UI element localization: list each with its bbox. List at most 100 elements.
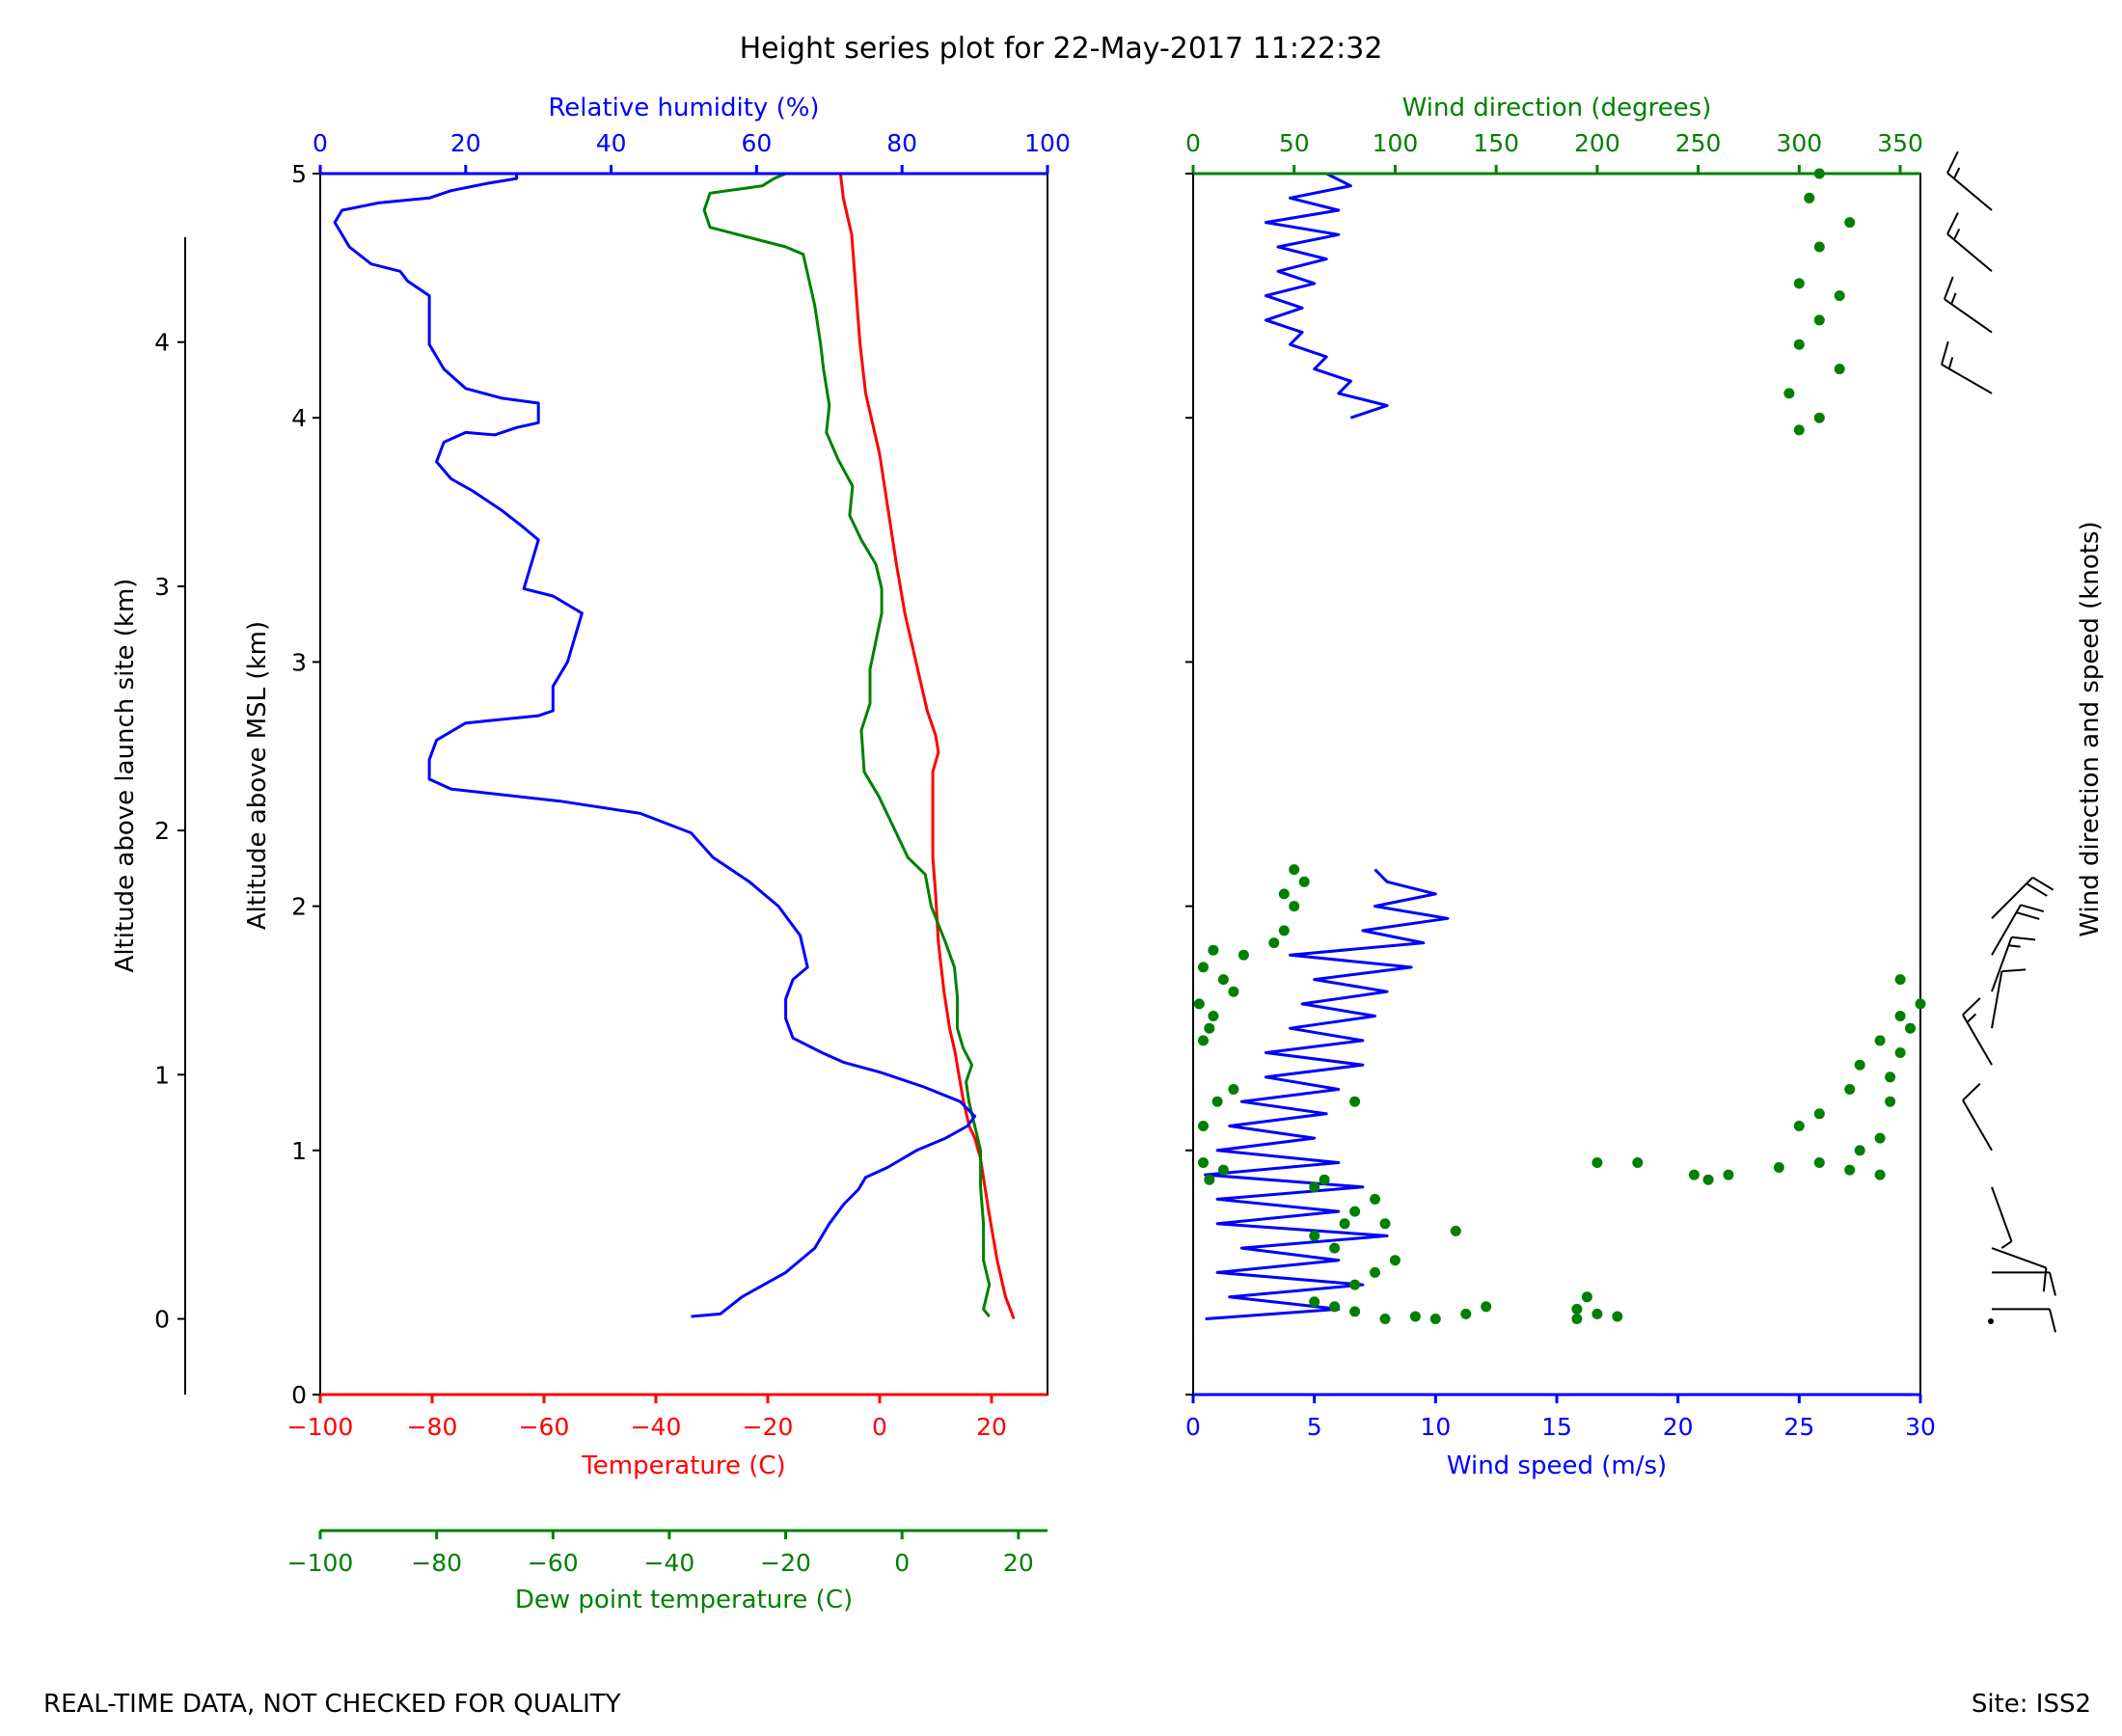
wind-direction-point	[1329, 1242, 1341, 1254]
wind-direction-point	[1289, 864, 1300, 876]
wind-barb-flag	[1943, 276, 1954, 300]
launch-tick-label: 3	[154, 573, 170, 601]
temperature-tick-label: 0	[872, 1413, 887, 1441]
wind-barb-flag	[2049, 1272, 2056, 1296]
wind-direction-point	[1571, 1303, 1583, 1315]
wind-speed-line	[1264, 172, 1389, 420]
dewpoint-tick-label: −80	[411, 1549, 462, 1577]
wind-direction-point	[1894, 1011, 1906, 1021]
humidity-tick-label: 100	[1024, 129, 1071, 157]
wind-direction-point	[1429, 1314, 1441, 1324]
wind-barb-staff	[1991, 1186, 2013, 1242]
wind-barb-staff	[1941, 364, 1993, 394]
wind-direction-point	[1193, 998, 1205, 1010]
wind-direction-point	[1592, 1308, 1603, 1319]
msl-tick-label: 5	[291, 160, 307, 188]
wind-barb-flag	[2001, 968, 2027, 973]
wind-speed-tick-label: 25	[1783, 1413, 1814, 1441]
wind-direction-point	[1581, 1291, 1592, 1303]
launch-tick-label: 1	[154, 1061, 170, 1089]
wind-barb-flag	[2011, 936, 2036, 941]
launch-tick-label: 2	[154, 817, 170, 845]
wind-speed-tick-label: 10	[1420, 1413, 1451, 1441]
wind-speed-line	[1204, 868, 1450, 1320]
wind-direction-point	[1793, 339, 1805, 350]
thermo-panel: −100 −80 −60 −40 −20 0 20−100 −80 −60 −40 −20 0 200 2…	[111, 94, 1071, 1614]
wind-direction-point	[1793, 424, 1805, 436]
wind-direction-point	[1329, 1301, 1341, 1313]
temperature-tick-label: −60	[519, 1413, 570, 1441]
wind-direction-point	[1208, 944, 1219, 956]
wind-direction-point	[1204, 1022, 1215, 1034]
thermo-series-group	[333, 172, 1016, 1320]
temperature-tick-label: −40	[631, 1413, 682, 1441]
msl-tick-label: 0	[291, 1381, 307, 1409]
humidity-tick-label: 20	[450, 129, 481, 157]
humidity-tick-label: 40	[596, 129, 627, 157]
dewpoint-tick-label: −100	[287, 1549, 354, 1577]
dewpoint-tick-label: 0	[894, 1549, 910, 1577]
wind-direction-point	[1309, 1230, 1320, 1241]
thermo-axes-group: −100 −80 −60 −40 −20 0 20−100 −80 −60 −40 −20 0 200 2…	[154, 129, 1071, 1577]
wind-barb-staff	[1991, 1247, 2047, 1269]
wind-direction-tick-label: 150	[1473, 129, 1519, 157]
wind-direction-point	[1834, 290, 1845, 302]
wind-direction-point	[1854, 1059, 1865, 1071]
wind-barb-staff	[1991, 936, 2013, 992]
wind-direction-point	[1370, 1266, 1380, 1278]
wind-direction-point	[1379, 1314, 1391, 1324]
dewpoint-tick-label: −60	[528, 1549, 579, 1577]
wind-direction-point	[1217, 1164, 1229, 1176]
wind-barb-staff	[1991, 904, 2022, 956]
wind-direction-point	[1389, 1255, 1401, 1266]
wind-direction-point	[1278, 925, 1290, 936]
wind-series-group	[1193, 168, 1926, 1324]
wind-direction-point	[1238, 949, 1249, 961]
wind-barb-flag	[2020, 904, 2045, 913]
figure-title: Height series plot for 22-May-2017 11:22…	[740, 32, 1383, 66]
wind-barb-staff	[1962, 1014, 1993, 1066]
wind-direction-tick-label: 250	[1675, 129, 1722, 157]
msl-altitude-label: Altitude above MSL (km)	[243, 621, 272, 930]
dewpoint-tick-label: −20	[760, 1549, 811, 1577]
launch-altitude-label: Altitude above launch site (km)	[111, 579, 140, 973]
wind-direction-point	[1793, 278, 1805, 289]
wind-direction-point	[1885, 1096, 1896, 1107]
wind-direction-tick-label: 200	[1574, 129, 1620, 157]
wind-direction-point	[1198, 1035, 1209, 1046]
wind-barb-flag	[2049, 1309, 2056, 1333]
humidity-tick-label: 80	[886, 129, 917, 157]
launch-tick-label: 0	[154, 1306, 170, 1334]
temperature-tick-label: −100	[287, 1413, 354, 1441]
wind-direction-tick-label: 0	[1185, 129, 1201, 157]
wind-barb-flag	[1941, 340, 1949, 366]
wind-direction-point	[1813, 314, 1825, 326]
wind-speed-tick-label: 15	[1541, 1413, 1572, 1441]
wind-barb-flag	[2026, 882, 2048, 897]
wind-direction-point	[1460, 1308, 1472, 1319]
wind-axes-group: 0 5 10 15 20 25 300 50 100 150 200 250 300 350	[1185, 129, 1936, 1441]
msl-tick-label: 1	[291, 1137, 307, 1165]
wind-direction-point	[1773, 1162, 1784, 1173]
wind-direction-point	[1813, 241, 1825, 253]
wind-barb-half-flag	[2000, 1240, 2013, 1249]
wind-speed-tick-label: 20	[1663, 1413, 1694, 1441]
wind-speed-tick-label: 30	[1905, 1413, 1936, 1441]
wind-direction-point	[1370, 1193, 1380, 1205]
wind-barb-half-flag	[1966, 1013, 1977, 1023]
wind-direction-point	[1268, 937, 1280, 949]
wind-barb-staff	[1991, 877, 2034, 919]
wind-direction-point	[1228, 1084, 1239, 1095]
wind-direction-point	[1198, 1121, 1209, 1131]
msl-tick-label: 4	[291, 404, 307, 432]
wind-direction-axis-label: Wind direction (degrees)	[1402, 94, 1712, 122]
wind-barb-half-flag	[2008, 944, 2021, 948]
wind-direction-point	[1217, 974, 1229, 986]
wind-direction-point	[1289, 901, 1300, 912]
wind-barb-flag	[2042, 1267, 2048, 1292]
wind-direction-point	[1349, 1279, 1361, 1290]
wind-direction-point	[1702, 1174, 1714, 1185]
dewpoint-tick-label: 20	[1003, 1549, 1034, 1577]
